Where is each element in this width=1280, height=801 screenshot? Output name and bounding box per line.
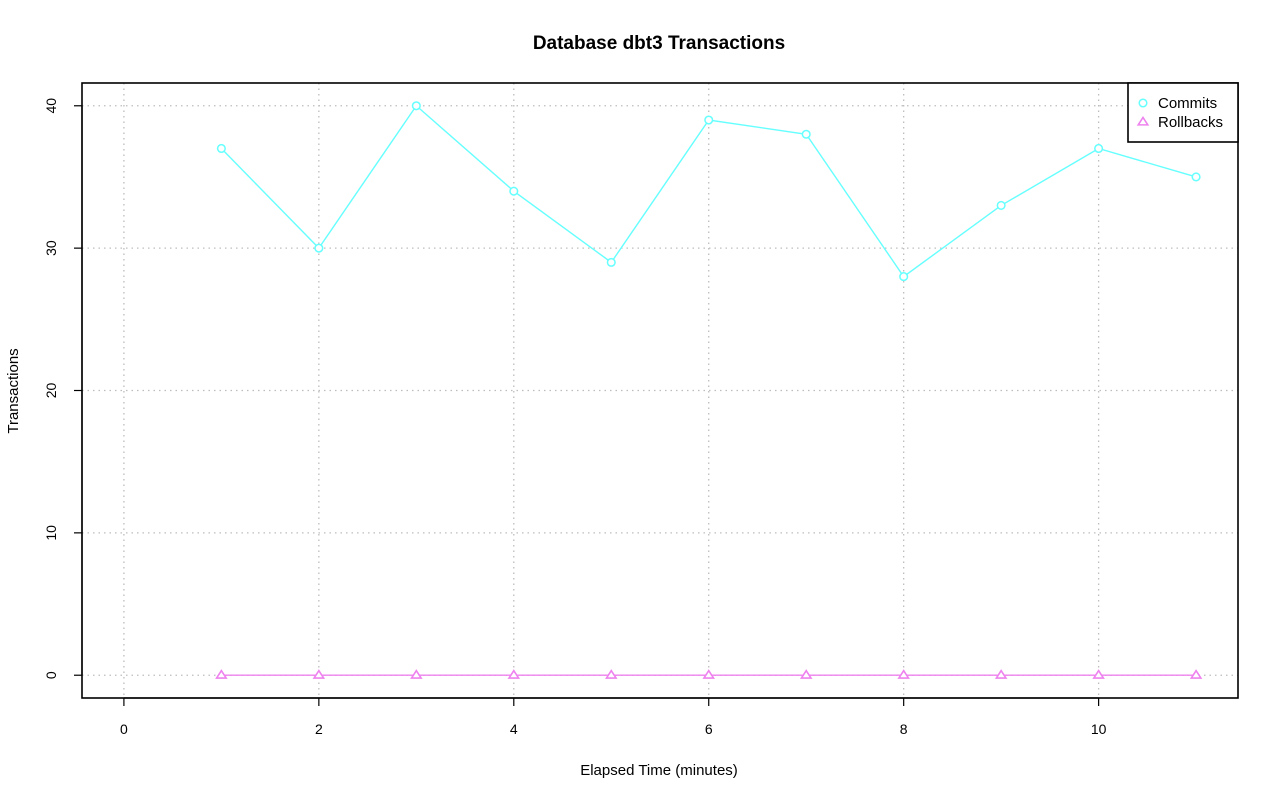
x-tick-label: 0 [120, 721, 128, 737]
rollbacks-point [604, 669, 618, 679]
commits-point [1094, 143, 1104, 154]
chart-title: Database dbt3 Transactions [533, 33, 785, 54]
series-commits [216, 101, 1201, 282]
legend-commits-marker [1138, 98, 1148, 108]
grid [82, 83, 1238, 698]
rollbacks-point [312, 669, 326, 679]
legend-commits-label: Commits [1158, 95, 1217, 112]
y-axis-label: Transactions [5, 348, 22, 433]
commits-point [411, 101, 421, 111]
commits-line [220, 104, 1197, 278]
x-tick-label: 10 [1091, 721, 1107, 737]
x-axis-label: Elapsed Time (minutes) [580, 762, 738, 779]
x-tick-label: 2 [315, 721, 323, 737]
commits-point [704, 115, 714, 125]
series-rollbacks [215, 669, 1203, 679]
y-tick-label: 0 [43, 671, 59, 679]
commits-point [996, 200, 1006, 210]
commits-point [899, 272, 909, 282]
y-axis: 0 10 20 30 40 [43, 98, 83, 679]
commits-point [314, 243, 324, 253]
rollbacks-point [897, 669, 910, 679]
x-tick-label: 4 [510, 721, 518, 737]
y-tick-label: 10 [43, 525, 59, 541]
legend-rollbacks-marker [1136, 115, 1150, 126]
y-tick-label: 30 [43, 240, 59, 256]
x-tick-label: 6 [705, 721, 713, 737]
rollbacks-point [1189, 669, 1203, 679]
commits-point [801, 129, 811, 139]
legend-box [1127, 82, 1239, 143]
commits-point [606, 257, 616, 267]
legend-rollbacks-label: Rollbacks [1158, 114, 1223, 131]
legend: Commits Rollbacks [1127, 82, 1239, 143]
rollbacks-point [702, 669, 716, 679]
x-tick-label: 8 [900, 721, 908, 737]
commits-point [1191, 172, 1201, 182]
commits-point [216, 143, 226, 154]
rollbacks-point [215, 669, 228, 679]
rollbacks-point [1092, 669, 1105, 679]
rollbacks-point [799, 669, 813, 679]
x-axis: 0 2 4 6 8 10 [120, 697, 1107, 737]
y-tick-label: 40 [43, 98, 59, 114]
rollbacks-point [994, 669, 1008, 679]
rollbacks-point [410, 669, 423, 679]
commits-point [509, 186, 519, 196]
rollbacks-point [507, 669, 521, 679]
y-tick-label: 20 [43, 383, 59, 399]
series-layer [215, 101, 1203, 679]
